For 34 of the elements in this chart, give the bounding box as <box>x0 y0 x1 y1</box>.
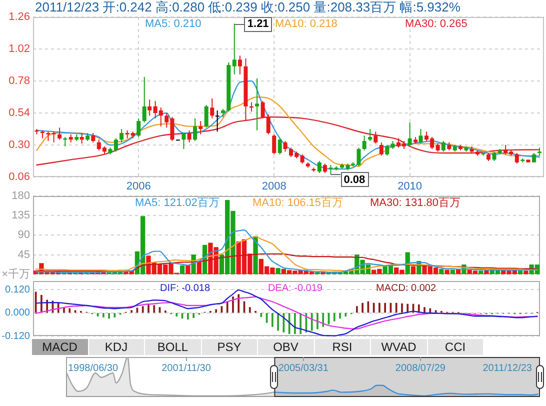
y-tick-label: 0.06 <box>8 171 30 184</box>
series-label: DEA: -0.019 <box>268 282 323 294</box>
y-tick-label: 0.120 <box>4 284 30 296</box>
annotation: 0.08 <box>344 174 366 186</box>
y-tick-label: 1.02 <box>8 43 30 56</box>
x-tick-label: 2011/12/23 <box>482 362 532 374</box>
x-tick-label: 2001/11/30 <box>162 362 212 374</box>
x-tick-label: 1998/06/30 <box>68 362 118 374</box>
annotation: 1.21 <box>247 18 269 30</box>
text: MA5: 0.210 <box>145 18 202 30</box>
y-tick-label: 0.30 <box>8 139 30 152</box>
text: MA10: 106.15百万 <box>252 197 343 210</box>
y-tick-label: 0.54 <box>8 107 30 120</box>
y-tick-label: 135 <box>12 210 30 222</box>
y-tick-label: 45 <box>18 248 30 261</box>
y-tick-label: 0.000 <box>4 308 30 319</box>
text: MA10: 0.218 <box>275 18 338 30</box>
y-tick-label: 180 <box>12 190 30 202</box>
y-tick-label: 90 <box>18 229 30 242</box>
text: MA5: 121.02百万 <box>135 197 220 210</box>
series-label: MACD: 0.002 <box>376 282 436 294</box>
x-tick-label: 2008/07/29 <box>395 362 446 374</box>
x-tick-label: 2008 <box>262 180 286 193</box>
y-tick-label: ×千万 <box>2 267 30 280</box>
text: MA30: 0.265 <box>405 18 468 30</box>
x-tick-label: 2005/03/31 <box>278 362 329 374</box>
y-tick-label: 1.26 <box>8 11 30 24</box>
series-label: DIF: -0.018 <box>160 282 210 294</box>
x-tick-label: 2010 <box>398 180 422 193</box>
y-tick-label: 0.78 <box>8 75 30 88</box>
text: MA30: 131.80百万 <box>370 197 460 210</box>
y-tick-label: -0.120 <box>2 330 30 342</box>
chart-title: 2011/12/23 开:0.242 高:0.280 低:0.239 收:0.250 量:208.33百万 幅:5.932% <box>35 0 461 15</box>
x-tick-label: 2006 <box>126 180 151 193</box>
